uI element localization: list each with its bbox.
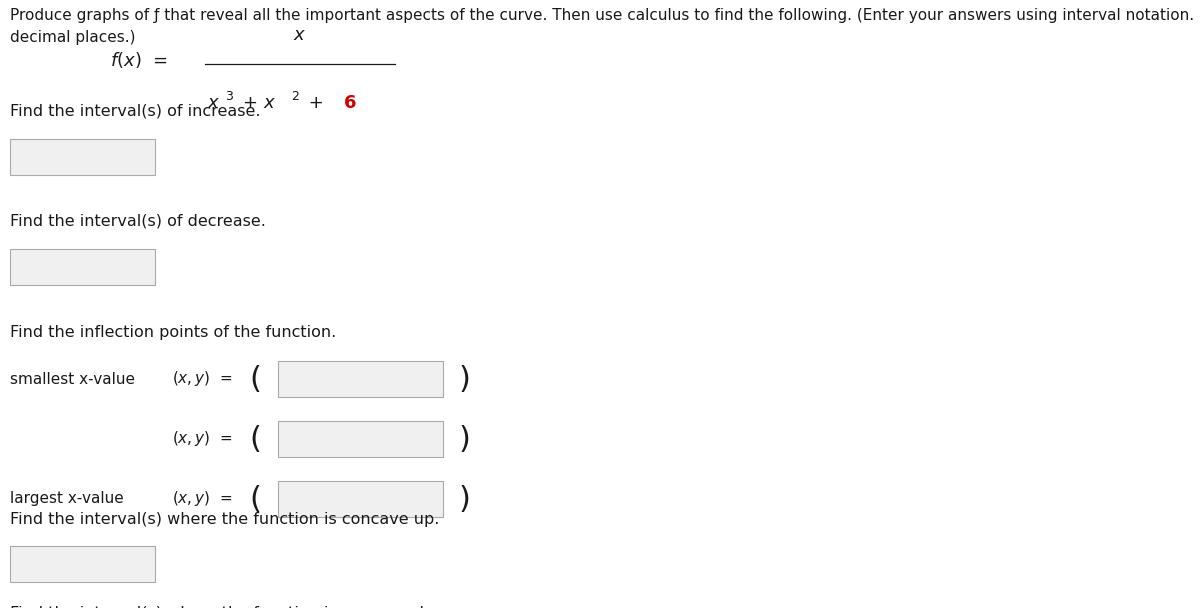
Text: Find the inflection points of the function.: Find the inflection points of the functi…	[10, 325, 336, 340]
Text: (: (	[250, 424, 262, 454]
Text: $x$: $x$	[293, 26, 307, 44]
Text: ): )	[458, 365, 470, 393]
Text: 3: 3	[226, 90, 233, 103]
Text: 6: 6	[344, 94, 356, 112]
Text: smallest x-value: smallest x-value	[10, 371, 134, 387]
Text: 2: 2	[290, 90, 299, 103]
Text: ): )	[458, 424, 470, 454]
Text: $(x, y)$  =: $(x, y)$ =	[172, 429, 233, 449]
Text: Find the interval(s) where the function is concave down.: Find the interval(s) where the function …	[10, 605, 462, 608]
Text: Find the interval(s) of decrease.: Find the interval(s) of decrease.	[10, 213, 266, 228]
Text: largest x-value: largest x-value	[10, 491, 124, 506]
Text: $(x, y)$  =: $(x, y)$ =	[172, 370, 233, 389]
Text: (: (	[250, 365, 262, 393]
Text: Produce graphs of ƒ that reveal all the important aspects of the curve. Then use: Produce graphs of ƒ that reveal all the …	[10, 8, 1200, 23]
Text: decimal places.): decimal places.)	[10, 30, 136, 45]
Text: Find the interval(s) of increase.: Find the interval(s) of increase.	[10, 103, 260, 118]
FancyBboxPatch shape	[277, 481, 443, 517]
Text: (: (	[250, 485, 262, 514]
FancyBboxPatch shape	[10, 139, 155, 175]
Text: ): )	[458, 485, 470, 514]
Text: $f(x)$  =: $f(x)$ =	[110, 50, 168, 70]
FancyBboxPatch shape	[10, 546, 155, 582]
Text: Find the interval(s) where the function is concave up.: Find the interval(s) where the function …	[10, 512, 439, 527]
Text: $x$: $x$	[206, 94, 221, 112]
Text: $(x, y)$  =: $(x, y)$ =	[172, 489, 233, 508]
FancyBboxPatch shape	[277, 361, 443, 397]
Text: + $x$: + $x$	[236, 94, 276, 112]
FancyBboxPatch shape	[277, 421, 443, 457]
Text: +: +	[302, 94, 330, 112]
FancyBboxPatch shape	[10, 249, 155, 285]
